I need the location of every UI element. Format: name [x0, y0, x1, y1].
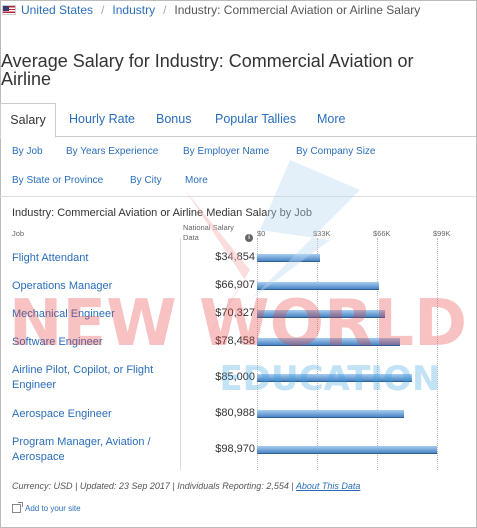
- external-link-icon: [12, 502, 23, 513]
- salary-value: $66,907: [215, 279, 255, 291]
- column-header-national-salary: National Salary Data i: [183, 223, 254, 243]
- job-link[interactable]: Software Engineer: [12, 336, 103, 348]
- job-link[interactable]: Flight Attendant: [12, 252, 89, 264]
- tab-salary[interactable]: Salary: [0, 103, 56, 138]
- salary-bar[interactable]: [257, 374, 412, 382]
- breadcrumb-industry-link[interactable]: Industry: [112, 3, 156, 17]
- gridline: [257, 238, 258, 470]
- subnav-by-employer-name[interactable]: By Employer Name: [183, 146, 270, 157]
- subnav-by-job[interactable]: By Job: [12, 146, 43, 157]
- breadcrumb-country-link[interactable]: United States: [21, 3, 94, 17]
- salary-bar[interactable]: [257, 282, 379, 290]
- subnav-by-years-experience[interactable]: By Years Experience: [66, 146, 159, 157]
- salary-value: $85,000: [215, 371, 255, 383]
- subnav-by-company-size[interactable]: By Company Size: [296, 146, 376, 157]
- salary-value: $78,458: [215, 335, 255, 347]
- gridline: [437, 238, 438, 470]
- salary-bar[interactable]: [257, 310, 385, 318]
- axis-tick-label: $0: [257, 229, 266, 238]
- us-flag-icon: [2, 5, 16, 15]
- tab-bar: Salary Hourly Rate Bonus Popular Tallies…: [0, 103, 476, 138]
- add-to-site-label: Add to your site: [25, 504, 81, 513]
- tab-hourly-rate[interactable]: Hourly Rate: [69, 112, 135, 126]
- chart-title: Industry: Commercial Aviation or Airline…: [12, 207, 312, 219]
- salary-bar[interactable]: [257, 410, 405, 418]
- job-link[interactable]: Aerospace Engineer: [12, 408, 112, 420]
- footer-meta: Currency: USD | Updated: 23 Sep 2017 | I…: [12, 481, 360, 491]
- gridline: [317, 238, 318, 470]
- breadcrumb-separator: /: [163, 3, 167, 17]
- tab-popular-tallies[interactable]: Popular Tallies: [215, 112, 297, 126]
- axis-tick-label: $33K: [313, 229, 331, 238]
- tab-more[interactable]: More: [317, 112, 346, 126]
- info-icon[interactable]: i: [245, 234, 254, 243]
- axis-tick-label: $66K: [373, 229, 391, 238]
- column-header-national-salary-label: National Salary Data: [183, 223, 234, 242]
- subnav-more[interactable]: More: [185, 175, 208, 186]
- gridline: [377, 238, 378, 470]
- salary-value: $34,854: [215, 251, 255, 263]
- axis-tick-label: $99K: [433, 229, 451, 238]
- footer-meta-text: Currency: USD | Updated: 23 Sep 2017 | I…: [12, 481, 296, 491]
- about-data-link[interactable]: About This Data: [295, 481, 361, 491]
- column-separator: [180, 238, 181, 470]
- breadcrumb-separator: /: [101, 3, 105, 17]
- add-to-site-link[interactable]: Add to your site: [12, 502, 81, 513]
- section-divider: [0, 196, 476, 197]
- salary-bar[interactable]: [257, 446, 437, 454]
- tab-bonus[interactable]: Bonus: [156, 112, 192, 126]
- subnav-by-state-or-province[interactable]: By State or Province: [12, 175, 104, 186]
- subnav-by-city[interactable]: By City: [130, 175, 162, 186]
- job-link[interactable]: Airline Pilot, Copilot, or Flight Engine…: [12, 364, 154, 391]
- salary-value: $70,327: [215, 307, 255, 319]
- salary-value: $80,988: [215, 407, 255, 419]
- column-header-job: Job: [12, 229, 25, 238]
- salary-bar[interactable]: [257, 338, 400, 346]
- job-link[interactable]: Operations Manager: [12, 280, 113, 292]
- breadcrumb: United States / Industry / Industry: Com…: [2, 1, 420, 19]
- page-title: Average Salary for Industry: Commercial …: [1, 51, 414, 89]
- job-link[interactable]: Mechanical Engineer: [12, 308, 115, 320]
- job-link[interactable]: Program Manager, Aviation / Aerospace: [12, 436, 151, 463]
- salary-bar[interactable]: [257, 254, 321, 262]
- salary-value: $98,970: [215, 443, 255, 455]
- breadcrumb-current: Industry: Commercial Aviation or Airline…: [174, 3, 421, 17]
